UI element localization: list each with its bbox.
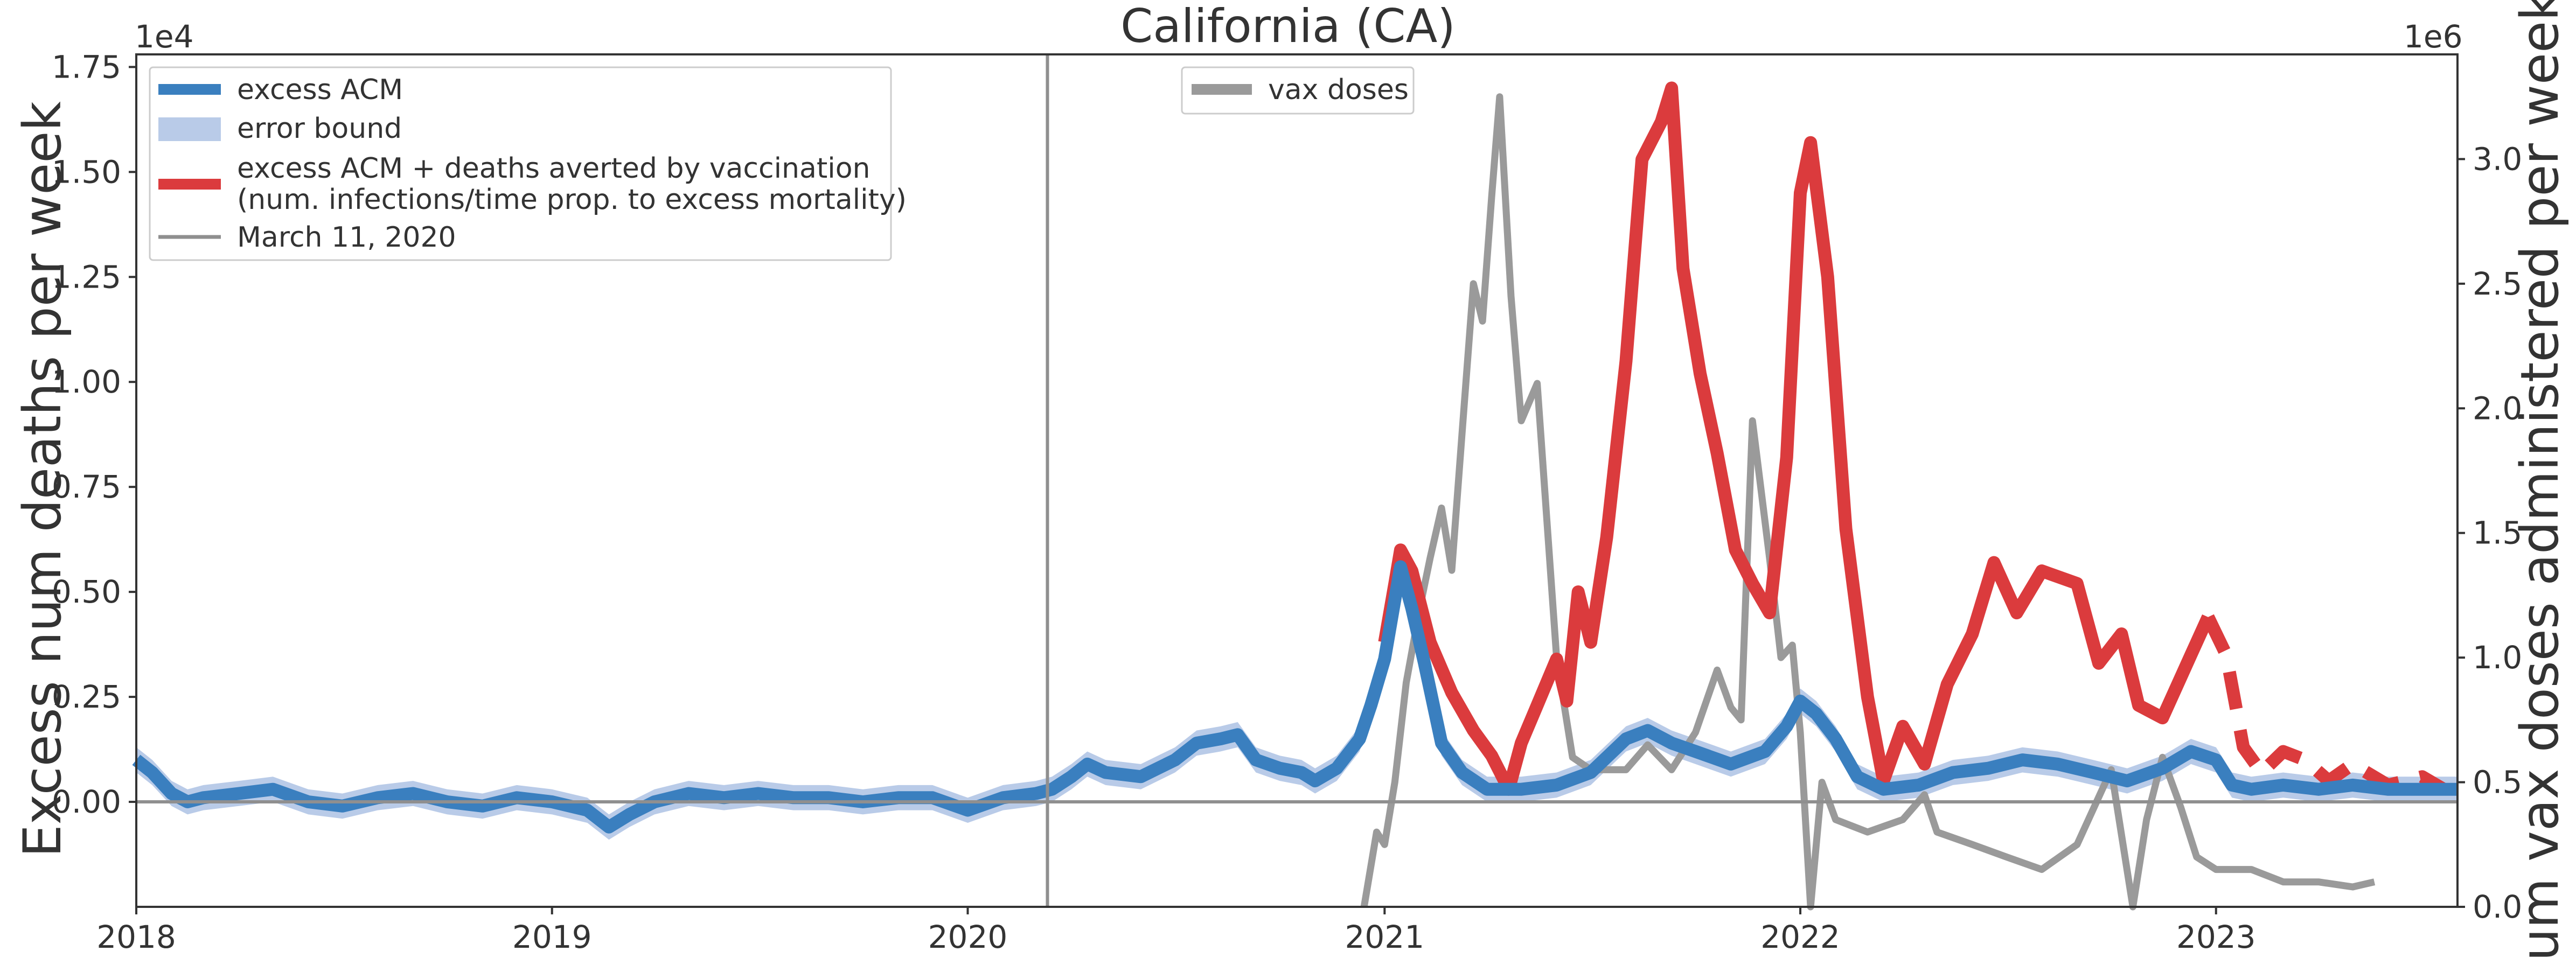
legend-label-averted: excess ACM + deaths averted by vaccinati… [237,152,870,185]
reference-lines [136,54,2457,907]
y-right-tick-label: 0.0 [2473,889,2522,925]
y-left-tick-label: 1.50 [52,153,121,190]
legend-swatch-error-bound [158,117,221,141]
legend-label-averted-line2: (num. infections/time prop. to excess mo… [237,184,907,216]
legend-label-error-bound: error bound [237,113,402,145]
y-left-tick-label: 0.25 [52,679,121,715]
y-right-tick-label: 1.0 [2473,639,2522,676]
averted-line-projected [2202,614,2447,795]
legend-label-vax: vax doses [1268,74,1409,106]
vax-doses-line [1360,93,2376,911]
left-axis-label: Excess num deaths per week [12,101,73,857]
legend-right-frame [1181,66,1415,115]
y-right-tick-label: 1.5 [2473,515,2522,551]
y-right-tick-label: 2.0 [2473,390,2522,426]
y-right-tick-label: 3.0 [2473,141,2522,177]
chart-title: California (CA) [1120,0,1456,53]
x-tick-label: 2020 [928,919,1008,955]
vax-doses-series [1360,93,2376,911]
x-tick-label: 2023 [2176,919,2256,955]
right-exponent: 1e6 [2404,18,2463,55]
y-left-tick-label: 1.00 [52,363,121,400]
y-left-tick-label: 0.50 [52,574,121,610]
legend-label-excess-acm: excess ACM [237,74,403,106]
x-tick-label: 2021 [1345,919,1424,955]
tick-labels: 2018 2019 2020 2021 2022 2023 0.00 0.25 0.50 0.75… [52,48,2522,955]
x-tick-label: 2019 [512,919,592,955]
y-right-tick-label: 0.5 [2473,764,2522,801]
legend-left: excess ACM error bound excess ACM + deat… [149,66,907,261]
averted-series [1378,81,2447,796]
y-left-tick-label: 0.00 [52,784,121,820]
x-tick-label: 2022 [1760,919,1840,955]
legend-right: vax doses [1181,66,1415,115]
y-right-tick-label: 2.5 [2473,265,2522,302]
legend-label-march: March 11, 2020 [237,221,456,254]
right-axis-label: Num vax doses administered per week [2510,0,2570,958]
axes [135,53,2459,908]
error-bound-band [136,554,2457,840]
y-left-tick-label: 1.25 [52,258,121,295]
legend-left-frame [149,66,892,261]
x-tick-label: 2018 [96,919,176,955]
y-left-tick-label: 0.75 [52,468,121,505]
left-exponent: 1e4 [135,18,194,55]
averted-line [1378,81,2214,796]
plot-frame [135,53,2459,908]
y-left-tick-label: 1.75 [52,48,121,85]
error-bound-area [136,554,2457,840]
